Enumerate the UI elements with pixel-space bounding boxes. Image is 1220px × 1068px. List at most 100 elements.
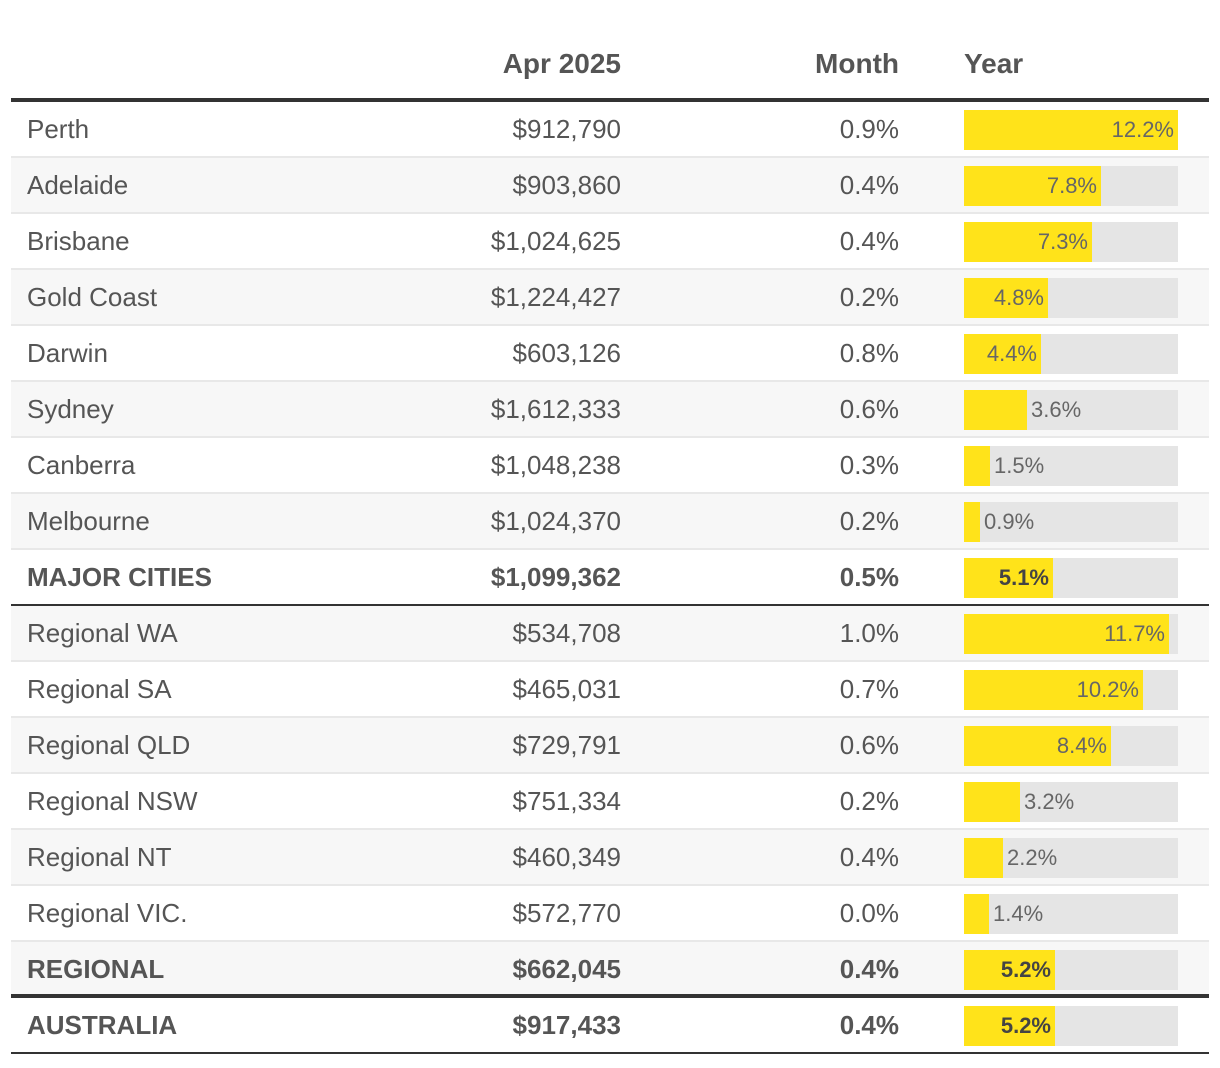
row-price: $603,126 (512, 338, 621, 368)
table-row-regional-qld: Regional QLD $729,791 0.6% 8.4% (11, 718, 1209, 774)
table-row-regional: REGIONAL $662,045 0.4% 5.2% (11, 942, 1209, 998)
year-bar-label: 7.3% (1037, 229, 1088, 254)
year-bar-label: 5.2% (1000, 957, 1051, 982)
year-bar-track: 2.2% (964, 838, 1178, 878)
year-bar-fill (964, 390, 1027, 430)
table-row-gold-coast: Gold Coast $1,224,427 0.2% 4.8% (11, 270, 1209, 326)
year-bar-label: 12.2% (1111, 117, 1174, 142)
year-bar-fill (964, 558, 1053, 598)
header-month: Month (815, 48, 899, 79)
year-bar-label: 2.2% (1007, 845, 1058, 870)
row-price: $917,433 (512, 1010, 621, 1040)
year-bar-label: 7.8% (1046, 173, 1097, 198)
row-name: REGIONAL (27, 954, 165, 984)
year-bar-label: 8.4% (1056, 733, 1107, 758)
table-row-regional-vic: Regional VIC. $572,770 0.0% 1.4% (11, 886, 1209, 942)
year-bar-label: 5.2% (1000, 1013, 1051, 1038)
row-price: $572,770 (512, 898, 621, 928)
row-name: Regional WA (27, 618, 178, 648)
table-row-sydney: Sydney $1,612,333 0.6% 3.6% (11, 382, 1209, 438)
year-bar-track: 5.2% (964, 1006, 1178, 1046)
table-row-regional-sa: Regional SA $465,031 0.7% 10.2% (11, 662, 1209, 718)
table-header: Apr 2025 Month Year (11, 30, 1209, 102)
row-month-change: 0.4% (839, 226, 899, 256)
table-row-perth: Perth $912,790 0.9% 12.2% (11, 102, 1209, 158)
row-price: $534,708 (512, 618, 621, 648)
row-name: AUSTRALIA (27, 1010, 178, 1040)
row-name: Regional QLD (27, 730, 191, 760)
row-price: $1,224,427 (490, 282, 621, 312)
year-bar-track: 5.2% (964, 950, 1178, 990)
row-month-change: 0.6% (839, 730, 899, 760)
year-bar-fill (964, 502, 980, 542)
year-bar-fill (964, 614, 1169, 654)
row-name: Melbourne (27, 506, 150, 536)
table-row-canberra: Canberra $1,048,238 0.3% 1.5% (11, 438, 1209, 494)
row-price: $662,045 (512, 954, 621, 984)
row-name: Adelaide (27, 170, 129, 200)
year-bar-track: 10.2% (964, 670, 1178, 710)
row-name: Regional NT (27, 842, 172, 872)
year-bar-track: 4.4% (964, 334, 1178, 374)
year-bar-track: 1.4% (964, 894, 1178, 934)
table-row-regional-nt: Regional NT $460,349 0.4% 2.2% (11, 830, 1209, 886)
row-price: $751,334 (512, 786, 621, 816)
year-bar-track: 8.4% (964, 726, 1178, 766)
table-row-melbourne: Melbourne $1,024,370 0.2% 0.9% (11, 494, 1209, 550)
year-bar-fill (964, 222, 1092, 262)
year-bar-track: 12.2% (964, 110, 1178, 150)
row-name: Brisbane (27, 226, 130, 256)
row-month-change: 0.7% (839, 674, 899, 704)
row-price: $465,031 (512, 674, 621, 704)
year-bar-fill (964, 838, 1003, 878)
table-row-australia: AUSTRALIA $917,433 0.4% 5.2% (11, 998, 1209, 1054)
row-price: $1,024,625 (490, 226, 621, 256)
row-name: MAJOR CITIES (27, 562, 212, 592)
row-month-change: 0.4% (839, 1010, 899, 1040)
row-price: $1,048,238 (490, 450, 621, 480)
year-bar-fill (964, 782, 1020, 822)
row-month-change: 0.4% (839, 954, 899, 984)
row-price: $903,860 (512, 170, 621, 200)
row-name: Perth (27, 114, 90, 144)
row-price: $729,791 (512, 730, 621, 760)
year-bar-fill (964, 110, 1178, 150)
row-name: Regional SA (27, 674, 172, 704)
row-month-change: 0.9% (839, 114, 899, 144)
row-name: Gold Coast (27, 282, 158, 312)
year-bar-label: 0.9% (984, 509, 1035, 534)
home-value-table: Apr 2025 Month Year Perth $912,790 0.9% 12.… (11, 30, 1209, 1054)
row-month-change: 0.0% (839, 898, 899, 928)
row-price: $1,024,370 (490, 506, 621, 536)
year-bar-track: 7.8% (964, 166, 1178, 206)
year-bar-label: 11.7% (1104, 621, 1165, 646)
year-bar-label: 1.5% (994, 453, 1045, 478)
row-name: Regional VIC. (27, 898, 188, 928)
year-bar-fill (964, 1006, 1055, 1046)
row-month-change: 1.0% (839, 618, 899, 648)
year-bar-track: 0.9% (964, 502, 1178, 542)
year-bar-label: 4.4% (986, 341, 1037, 366)
row-month-change: 0.8% (839, 338, 899, 368)
year-bar-fill (964, 334, 1041, 374)
table-row-adelaide: Adelaide $903,860 0.4% 7.8% (11, 158, 1209, 214)
header-year: Year (964, 48, 1024, 79)
row-price: $1,612,333 (490, 394, 621, 424)
year-bar-fill (964, 894, 989, 934)
year-bar-track: 1.5% (964, 446, 1178, 486)
row-month-change: 0.2% (839, 786, 899, 816)
year-bar-track: 3.6% (964, 390, 1178, 430)
row-name: Canberra (27, 450, 136, 480)
row-price: $912,790 (512, 114, 621, 144)
year-bar-label: 3.6% (1031, 397, 1082, 422)
row-month-change: 0.3% (839, 450, 899, 480)
row-month-change: 0.5% (839, 562, 899, 592)
year-bar-fill (964, 670, 1143, 710)
table-body: Perth $912,790 0.9% 12.2% Adelaide $903,860 0.… (11, 102, 1209, 1054)
year-bar-fill (964, 278, 1048, 318)
year-bar-label: 4.8% (993, 285, 1044, 310)
table-row-regional-nsw: Regional NSW $751,334 0.2% 3.2% (11, 774, 1209, 830)
row-month-change: 0.4% (839, 842, 899, 872)
header-price: Apr 2025 (502, 48, 621, 79)
table-row-darwin: Darwin $603,126 0.8% 4.4% (11, 326, 1209, 382)
